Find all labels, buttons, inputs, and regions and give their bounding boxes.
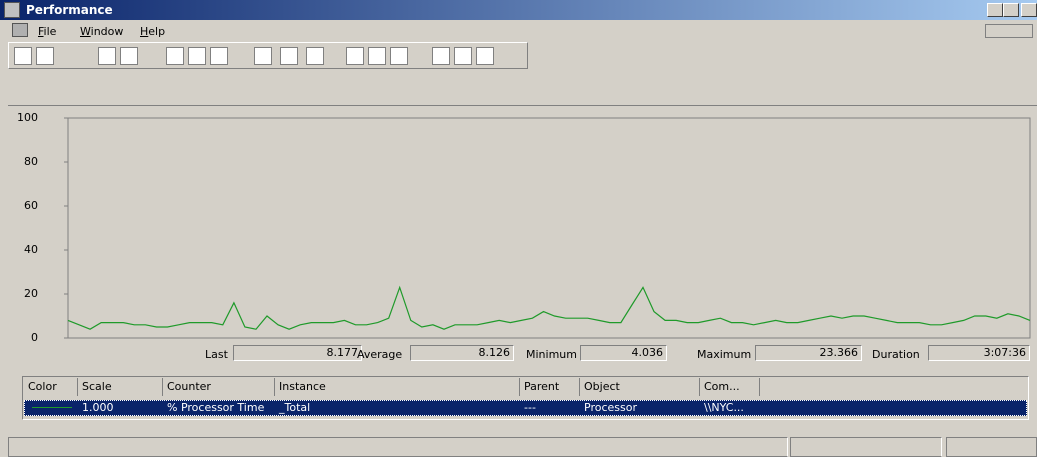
menu-window[interactable]: Window	[80, 25, 124, 38]
minimize-button[interactable]	[987, 3, 1003, 17]
row-computer: \\NYC...	[704, 401, 744, 414]
row-counter: % Processor Time	[167, 401, 265, 414]
stat-label: Maximum	[697, 348, 752, 361]
selected-row[interactable]	[24, 400, 1027, 416]
app-icon	[4, 2, 20, 18]
toolbar-button[interactable]	[98, 47, 116, 65]
window-title: Performance	[26, 3, 113, 17]
stat-value: 8.126	[410, 345, 514, 361]
menu-file[interactable]: File	[38, 25, 57, 38]
stat-label: Average	[357, 348, 403, 361]
status-pane	[790, 437, 942, 457]
color-swatch	[32, 407, 72, 408]
stat-label: Duration	[872, 348, 920, 361]
toolbar	[8, 42, 528, 69]
stat-label: Last	[205, 348, 228, 361]
stat-value: 23.366	[755, 345, 862, 361]
y-tick-label: 100	[17, 111, 38, 124]
title-bar: Performance	[0, 0, 1037, 20]
toolbar-button[interactable]	[306, 47, 324, 65]
column-header[interactable]: Parent	[520, 378, 580, 396]
row-scale: 1.000	[82, 401, 114, 414]
row-instance: _Total	[279, 401, 311, 414]
doc-icon	[12, 23, 28, 37]
toolbar-button[interactable]	[346, 47, 364, 65]
toolbar-button[interactable]	[390, 47, 408, 65]
status-pane	[946, 437, 1037, 457]
toolbar-button[interactable]	[368, 47, 386, 65]
toolbar-button[interactable]	[36, 47, 54, 65]
column-header[interactable]: Instance	[275, 378, 520, 396]
y-tick-label: 40	[24, 243, 38, 256]
stat-value: 4.036	[580, 345, 667, 361]
toolbar-button[interactable]	[476, 47, 494, 65]
column-header[interactable]: Object	[580, 378, 700, 396]
column-header[interactable]: Scale	[78, 378, 163, 396]
maximize-button[interactable]	[1003, 3, 1019, 17]
legend-table	[22, 376, 1029, 420]
toolbar-button[interactable]	[210, 47, 228, 65]
y-tick-label: 60	[24, 199, 38, 212]
column-header[interactable]: Com...	[700, 378, 760, 396]
toolbar-button[interactable]	[432, 47, 450, 65]
toolbar-button[interactable]	[120, 47, 138, 65]
close-button[interactable]	[1021, 3, 1037, 17]
column-header[interactable]: Counter	[163, 378, 275, 396]
data-line	[67, 285, 1031, 330]
menu-help[interactable]: Help	[140, 25, 166, 38]
plot-area	[67, 117, 1031, 339]
row-object: Processor	[584, 401, 637, 414]
column-header[interactable]: Color	[24, 378, 78, 396]
toolbar-button[interactable]	[254, 47, 272, 65]
stat-value: 8.177	[233, 345, 362, 361]
status-bar	[8, 437, 788, 457]
toolbar-button[interactable]	[454, 47, 472, 65]
y-tick-label: 80	[24, 155, 38, 168]
toolbar-button[interactable]	[188, 47, 206, 65]
toolbar-button[interactable]	[280, 47, 298, 65]
y-tick-label: 20	[24, 287, 38, 300]
toolbar-button[interactable]	[14, 47, 32, 65]
stat-value: 3:07:36	[928, 345, 1030, 361]
mdi-controls[interactable]	[985, 24, 1033, 38]
row-parent: ---	[524, 401, 536, 414]
stat-label: Minimum	[526, 348, 577, 361]
chart-panel: 0 20 40 60 80 100	[8, 105, 1037, 344]
toolbar-button[interactable]	[166, 47, 184, 65]
chart: 0 20 40 60 80 100	[17, 111, 1031, 344]
y-tick-label: 0	[31, 331, 38, 344]
